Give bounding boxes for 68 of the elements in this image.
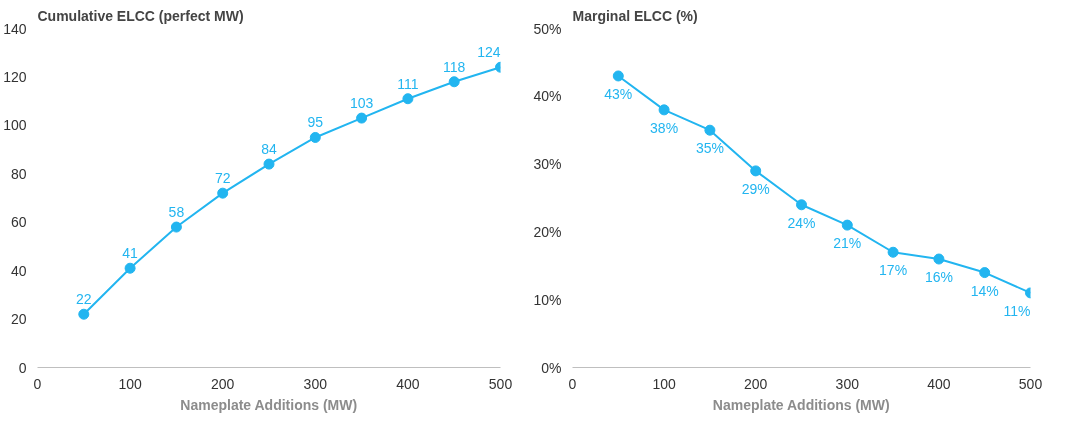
x-tick-label: 500 [488, 375, 513, 392]
data-label: 38% [650, 119, 679, 136]
data-label: 118 [443, 58, 466, 75]
x-tick-label: 200 [744, 375, 768, 392]
point [979, 267, 991, 279]
point [78, 308, 90, 320]
x-tick-label: 300 [835, 375, 860, 392]
point [750, 165, 762, 177]
point [402, 93, 414, 105]
x-axis-title: Nameplate Additions (MW) [712, 396, 890, 413]
data-label: 35% [695, 140, 724, 157]
x-tick-label: 400 [396, 375, 420, 392]
point [796, 199, 807, 211]
data-label: 11% [1003, 302, 1031, 319]
y-tick-label: 60 [10, 214, 27, 231]
y-tick-label: 0% [541, 359, 562, 376]
data-label: 58 [168, 204, 185, 221]
chart-title: Marginal ELCC (%) [572, 7, 698, 24]
point [170, 221, 182, 233]
y-tick-label: 20% [533, 223, 562, 240]
y-tick-label: 40 [10, 262, 27, 279]
x-tick-label: 100 [118, 375, 142, 392]
point [704, 124, 716, 136]
y-tick-label: 50% [533, 20, 562, 37]
y-tick-label: 30% [533, 156, 562, 173]
x-axis-title: Nameplate Additions (MW) [180, 396, 358, 413]
y-tick-label: 100 [3, 117, 27, 134]
data-label: 21% [833, 235, 862, 252]
point [263, 158, 275, 170]
data-label: 29% [741, 180, 770, 197]
point [887, 246, 899, 258]
point [448, 76, 460, 88]
point [309, 131, 321, 143]
y-tick-label: 0 [18, 359, 27, 376]
x-tick-label: 500 [1018, 375, 1043, 392]
y-tick-label: 40% [533, 88, 562, 105]
data-label: 43% [604, 85, 633, 102]
x-tick-label: 400 [927, 375, 951, 392]
x-tick-label: 200 [211, 375, 235, 392]
y-tick-label: 120 [3, 68, 27, 85]
data-label: 95 [307, 114, 324, 131]
data-label: 103 [349, 95, 374, 112]
point [612, 70, 624, 82]
data-label: 22 [76, 291, 92, 308]
x-tick-label: 0 [33, 375, 42, 392]
data-label: 24% [787, 214, 816, 231]
y-tick-label: 20 [10, 311, 27, 328]
point [841, 219, 853, 231]
data-label: 14% [970, 282, 999, 299]
y-tick-label: 80 [10, 165, 27, 182]
data-label: 84 [261, 141, 277, 158]
x-tick-label: 100 [652, 375, 676, 392]
data-label: 17% [879, 262, 908, 279]
data-label: 16% [924, 269, 953, 286]
point [124, 262, 136, 274]
data-label: 72 [214, 170, 231, 187]
point [356, 112, 368, 124]
x-tick-label: 0 [568, 375, 577, 392]
chart-title: Cumulative ELCC (perfect MW) [37, 7, 244, 24]
point [217, 187, 229, 199]
y-tick-label: 140 [3, 20, 27, 37]
point [933, 253, 945, 265]
y-tick-label: 10% [533, 291, 562, 308]
x-tick-label: 300 [303, 375, 328, 392]
point [658, 104, 670, 116]
data-label: 41 [122, 245, 139, 262]
data-label: 124 [477, 44, 501, 61]
data-label: 111 [397, 75, 419, 92]
